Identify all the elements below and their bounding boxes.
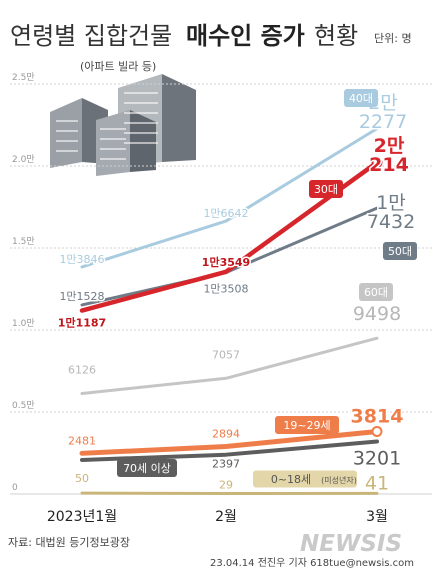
y-tick-label: 0.5만 <box>12 400 35 411</box>
y-tick-label: 1.5만 <box>12 236 35 247</box>
badge-0_18 <box>253 470 357 488</box>
data-label-40s: 2만 2277 <box>359 92 407 133</box>
data-label-19_29: 3814 <box>351 405 404 427</box>
badge-60s <box>359 283 393 301</box>
title-light: 연령별 집합건물 <box>10 22 172 50</box>
x-tick-label: 3월 <box>366 509 388 525</box>
newsis-logo: NEWSIS <box>300 531 402 557</box>
series-badges: 40대 30대 50대 60대 19~29세 70세 이상 0~18세 (미성년자) <box>117 89 417 488</box>
y-tick-label: 2.0만 <box>12 154 35 165</box>
badge-label-0_18: 0~18세 <box>271 473 311 486</box>
badge-50s <box>383 242 417 260</box>
label-line: 214 <box>369 154 409 176</box>
building-illustration <box>50 74 196 176</box>
x-tick-label: 2023년1월 <box>47 509 117 525</box>
credit-line: 23.04.14 전진우 기자 618tue@newsis.com <box>210 557 414 569</box>
endpoint-marker-19_29 <box>371 425 383 437</box>
badge-note-0_18: (미성년자) <box>321 475 357 485</box>
badge-label-50s: 50대 <box>388 245 412 258</box>
data-label-70plus: 3201 <box>353 448 401 470</box>
series-line-60s <box>80 336 379 396</box>
label-line: 1만 <box>376 192 406 214</box>
data-labels: 1만3846 1만6642 2만 2277 6126 7057 9498 1만1528 1만35… <box>56 91 416 496</box>
data-label-50s: 1만 7432 <box>367 192 415 233</box>
x-tick-label: 2월 <box>215 509 237 525</box>
series-line-30s <box>79 160 380 313</box>
data-label-30s: 2만 214 <box>369 135 409 176</box>
x-axis: 2023년1월 2월 3월 <box>47 509 388 525</box>
badge-30s <box>309 180 343 198</box>
series-line-40s <box>80 127 379 269</box>
badge-19_29 <box>275 416 339 434</box>
data-label-60s: 9498 <box>353 303 401 325</box>
data-label-70plus: 2075 <box>68 434 96 447</box>
data-label-40s: 1만6642 <box>203 207 248 220</box>
data-label-40s: 1만3846 <box>59 253 104 266</box>
subtitle: (아파트 빌라 등) <box>80 60 156 73</box>
badge-label-30s: 30대 <box>314 183 338 196</box>
source-note: 자료: 대법원 등기정보광장 <box>8 536 130 549</box>
data-label-60s: 7057 <box>212 348 240 361</box>
series-line-19_29 <box>79 428 380 456</box>
data-label-50s: 1만3508 <box>203 282 248 295</box>
badge-label-60s: 60대 <box>364 286 388 299</box>
badge-label-40s: 40대 <box>349 92 373 105</box>
data-label-19_29: 2894 <box>212 428 240 441</box>
data-label-30s: 1만3549 <box>202 255 250 269</box>
y-tick-label: 2.5만 <box>12 72 35 83</box>
data-label-70plus: 2397 <box>212 458 240 471</box>
data-label-30s: 1만1187 <box>58 316 106 330</box>
y-tick-label: 0 <box>12 483 18 493</box>
title-end: 현황 <box>314 22 358 50</box>
title-bold: 매수인 증가 <box>186 22 305 50</box>
data-label-19_29: 2481 <box>68 434 96 447</box>
series-lines <box>79 127 383 496</box>
label-line: 2만 <box>374 135 405 157</box>
label-line: 2만 <box>368 92 398 114</box>
data-label-0_18: 29 <box>219 479 233 492</box>
badge-70plus <box>117 459 177 477</box>
endpoint-marker-30s <box>371 156 383 168</box>
badge-label-70plus: 70세 이상 <box>123 462 171 475</box>
label-line: 7432 <box>367 211 415 233</box>
badge-label-19_29: 19~29세 <box>283 419 330 432</box>
badge-40s <box>344 89 378 107</box>
y-tick-label: 1.0만 <box>12 318 35 329</box>
label-line: 2277 <box>359 111 407 133</box>
data-label-50s: 1만1528 <box>59 290 104 303</box>
data-label-60s: 6126 <box>68 364 96 377</box>
data-label-0_18: 50 <box>75 472 89 485</box>
series-line-70plus <box>80 439 379 462</box>
data-label-0_18: 41 <box>365 472 389 494</box>
unit-label: 단위: 명 <box>374 32 412 45</box>
